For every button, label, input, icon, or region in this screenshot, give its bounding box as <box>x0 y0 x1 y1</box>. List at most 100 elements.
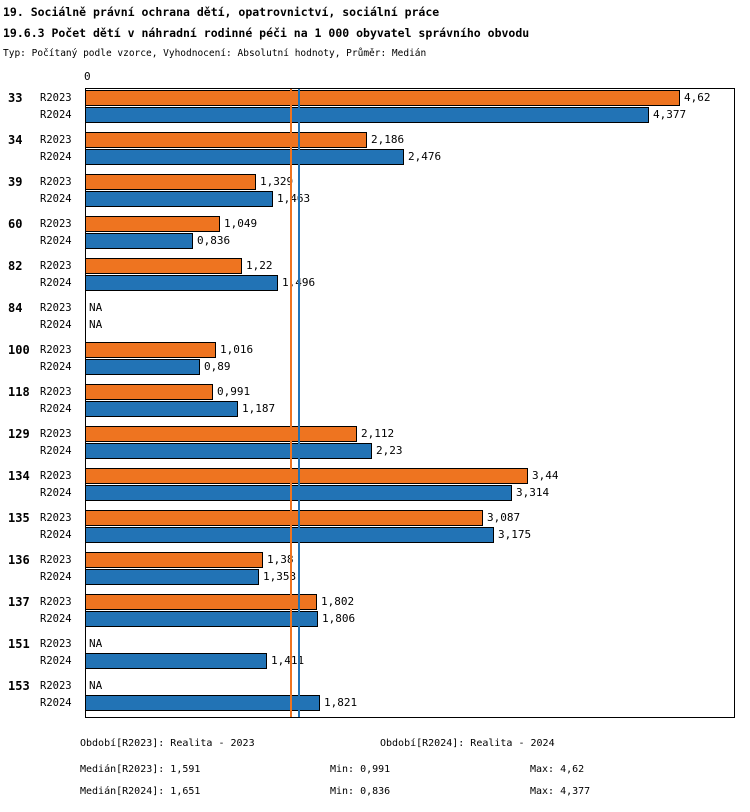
value-label: NA <box>89 637 103 650</box>
series-label: R2023 <box>40 680 72 692</box>
series-label: R2024 <box>40 361 72 373</box>
category-row-137: 137 R2023 1,802 R2024 1,806 <box>0 592 750 634</box>
bar-row-r2023: R2023 4,62 <box>0 90 750 106</box>
bar-r2024 <box>85 569 259 585</box>
value-label: 1,016 <box>220 343 254 356</box>
bar-row-r2024: R2024 1,806 <box>0 611 750 627</box>
bar-row-r2023: R2023 1,049 <box>0 216 750 232</box>
report-title: 19. Sociálně právní ochrana dětí, opatro… <box>3 5 440 19</box>
series-label: R2024 <box>40 403 72 415</box>
value-label: 1,38 <box>267 553 294 566</box>
value-label: NA <box>89 679 103 692</box>
category-label: 135 <box>8 511 30 525</box>
category-row-33: 33 R2023 4,62 R2024 4,377 <box>0 88 750 130</box>
value-label: 1,353 <box>263 570 297 583</box>
category-row-135: 135 R2023 3,087 R2024 3,175 <box>0 508 750 550</box>
series-label: R2024 <box>40 529 72 541</box>
bar-r2024 <box>85 401 238 417</box>
value-label: 1,802 <box>321 595 355 608</box>
bar-r2023 <box>85 384 213 400</box>
bar-r2023 <box>85 342 216 358</box>
value-label: 1,187 <box>242 402 276 415</box>
category-row-129: 129 R2023 2,112 R2024 2,23 <box>0 424 750 466</box>
bar-r2024 <box>85 695 320 711</box>
bar-row-r2023: R2023 3,087 <box>0 510 750 526</box>
value-label: 2,476 <box>408 150 442 163</box>
category-label: 84 <box>8 301 23 315</box>
series-label: R2023 <box>40 638 72 650</box>
bar-r2023 <box>85 426 357 442</box>
bar-r2023 <box>85 468 528 484</box>
series-label: R2023 <box>40 260 72 272</box>
bar-row-r2023: R2023 0,991 <box>0 384 750 400</box>
bar-r2023 <box>85 510 483 526</box>
bar-r2024 <box>85 443 372 459</box>
series-label: R2023 <box>40 386 72 398</box>
bar-r2024 <box>85 233 193 249</box>
median-line-r2023 <box>290 89 292 717</box>
value-label: 2,23 <box>376 444 403 457</box>
value-label: NA <box>89 318 103 331</box>
series-label: R2024 <box>40 193 72 205</box>
bar-r2024 <box>85 611 318 627</box>
bar-row-r2023: R2023 2,112 <box>0 426 750 442</box>
bar-r2024 <box>85 149 404 165</box>
value-label: NA <box>89 301 103 314</box>
series-label: R2023 <box>40 470 72 482</box>
bar-r2024 <box>85 653 267 669</box>
series-label: R2023 <box>40 134 72 146</box>
series-label: R2023 <box>40 428 72 440</box>
series-label: R2023 <box>40 512 72 524</box>
bar-row-r2024: R2024 3,314 <box>0 485 750 501</box>
series-label: R2023 <box>40 302 72 314</box>
value-label: 1,049 <box>224 217 258 230</box>
category-label: 82 <box>8 259 23 273</box>
value-label: 2,112 <box>361 427 395 440</box>
bar-r2024 <box>85 527 494 543</box>
bar-row-r2023: R2023 NA <box>0 300 750 316</box>
value-label: 3,175 <box>498 528 532 541</box>
value-label: 1,329 <box>260 175 294 188</box>
series-label: R2023 <box>40 344 72 356</box>
bar-row-r2023: R2023 1,329 <box>0 174 750 190</box>
series-label: R2024 <box>40 655 72 667</box>
value-label: 2,186 <box>371 133 405 146</box>
bar-row-r2024: R2024 0,836 <box>0 233 750 249</box>
value-label: 0,836 <box>197 234 231 247</box>
stat-min-r2024: Min: 0,836 <box>330 786 391 797</box>
series-label: R2024 <box>40 445 72 457</box>
bar-r2024 <box>85 275 278 291</box>
value-label: 1,806 <box>322 612 356 625</box>
bar-r2023 <box>85 216 220 232</box>
category-row-118: 118 R2023 0,991 R2024 1,187 <box>0 382 750 424</box>
chart-meta-info: Typ: Počítaný podle vzorce, Vyhodnocení:… <box>3 48 427 59</box>
series-label: R2024 <box>40 277 72 289</box>
bar-r2023 <box>85 132 367 148</box>
category-row-60: 60 R2023 1,049 R2024 0,836 <box>0 214 750 256</box>
bar-row-r2024: R2024 2,23 <box>0 443 750 459</box>
bar-row-r2024: R2024 1,821 <box>0 695 750 711</box>
stat-min-r2023: Min: 0,991 <box>330 764 391 775</box>
bar-row-r2023: R2023 1,802 <box>0 594 750 610</box>
series-label: R2023 <box>40 92 72 104</box>
category-row-136: 136 R2023 1,38 R2024 1,353 <box>0 550 750 592</box>
bar-row-r2024: R2024 4,377 <box>0 107 750 123</box>
value-label: 4,377 <box>653 108 687 121</box>
value-label: 1,463 <box>277 192 311 205</box>
category-label: 136 <box>8 553 30 567</box>
bar-r2023 <box>85 174 256 190</box>
median-line-r2024 <box>298 89 300 717</box>
stat-max-r2024: Max: 4,377 <box>530 786 591 797</box>
category-label: 151 <box>8 637 30 651</box>
category-label: 137 <box>8 595 30 609</box>
category-row-39: 39 R2023 1,329 R2024 1,463 <box>0 172 750 214</box>
legend-period-r2024: Období[R2024]: Realita - 2024 <box>380 738 555 749</box>
value-label: 3,314 <box>516 486 550 499</box>
category-label: 118 <box>8 385 30 399</box>
category-row-84: 84 R2023 NA R2024 NA <box>0 298 750 340</box>
category-label: 100 <box>8 343 30 357</box>
value-label: 0,991 <box>217 385 251 398</box>
series-label: R2023 <box>40 554 72 566</box>
